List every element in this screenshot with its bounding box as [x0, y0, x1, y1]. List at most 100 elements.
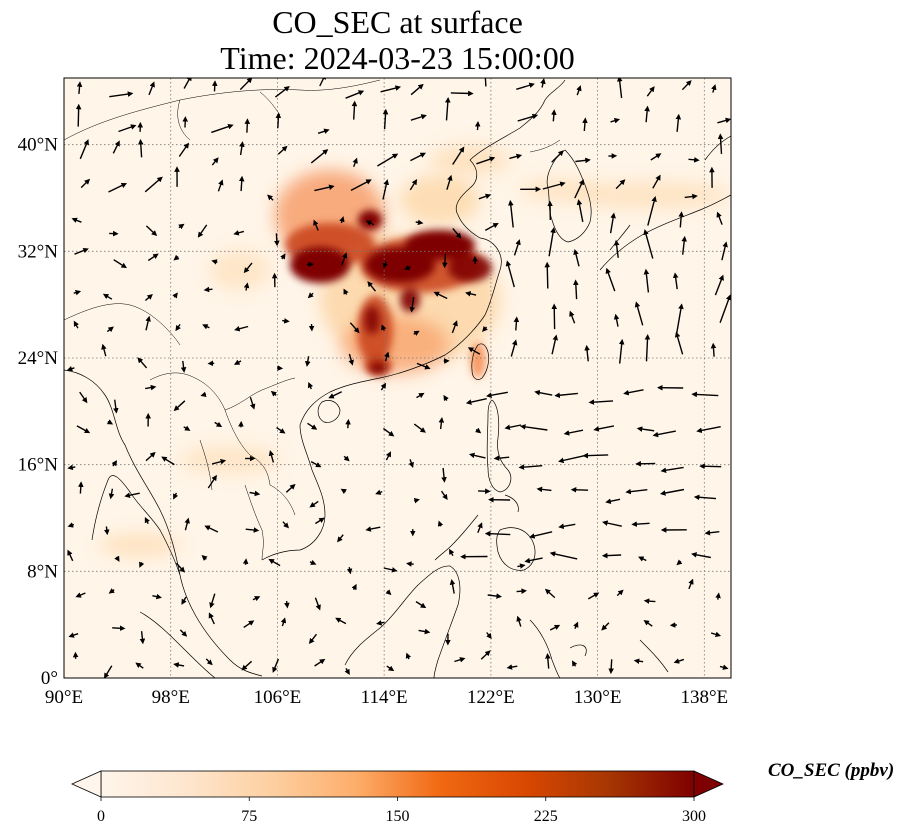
wind-arrow [413, 330, 420, 336]
wind-arrow [124, 492, 140, 498]
wind-arrow [144, 176, 163, 193]
wind-arrow [214, 421, 223, 428]
wind-arrow [576, 199, 584, 223]
wind-arrow [280, 617, 287, 627]
wind-arrow [650, 153, 662, 161]
field-patch [340, 315, 450, 375]
wind-arrow [715, 592, 721, 600]
wind-arrow [644, 334, 651, 362]
wind-arrow [719, 664, 729, 670]
wind-arrow [376, 620, 385, 626]
wind-arrow [517, 113, 539, 122]
wind-arrow [563, 429, 584, 436]
wind-arrow [285, 483, 296, 493]
wind-arrow [178, 142, 190, 157]
wind-arrow [484, 530, 511, 537]
wind-arrow [410, 114, 427, 121]
y-tick-label: 32°N [18, 241, 59, 262]
wind-arrow [243, 262, 253, 274]
wind-arrow [440, 490, 448, 500]
wind-arrow [339, 216, 345, 224]
wind-arrow [452, 146, 465, 165]
field-patch [180, 446, 280, 474]
wind-arrow [571, 660, 578, 667]
colorbar-label: CO_SEC (ppbv) [768, 760, 895, 781]
wind-arrow [582, 117, 588, 131]
x-tick-label: 90°E [45, 687, 83, 708]
wind-arrow [114, 555, 120, 562]
wind-arrow [382, 108, 389, 130]
wind-arrow [433, 291, 448, 300]
wind-arrow [475, 427, 482, 434]
wind-arrow [282, 318, 290, 324]
wind-arrow [643, 598, 656, 604]
wind-arrow [184, 517, 190, 531]
coastline-taiwan [471, 343, 489, 380]
wind-arrow [465, 398, 487, 405]
coastline-new-guinea-edge [639, 639, 669, 673]
wind-arrow [616, 589, 624, 597]
wind-arrow [113, 399, 119, 414]
wind-arrow [284, 600, 290, 609]
wind-arrow [593, 425, 615, 432]
wind-arrow [67, 464, 76, 471]
wind-arrow [211, 123, 234, 134]
wind-arrow [582, 452, 609, 459]
wind-arrow [201, 555, 208, 561]
wind-arrow [513, 316, 520, 331]
wind-arrow [76, 425, 91, 434]
wind-arrow [451, 320, 458, 334]
wind-arrow [717, 133, 724, 154]
wind-arrow [548, 227, 556, 257]
wind-arrow [380, 382, 387, 391]
wind-arrow [307, 422, 318, 430]
colorbar-tick-label: 0 [97, 808, 105, 825]
wind-arrow [137, 357, 148, 369]
wind-arrow [415, 219, 424, 226]
wind-arrow [643, 268, 650, 293]
wind-arrow [643, 229, 654, 259]
title-line-2: Time: 2024-03-23 15:00:00 [220, 40, 575, 76]
coastline-korea [546, 149, 592, 243]
wind-arrow [112, 140, 120, 154]
wind-arrow [636, 426, 655, 432]
wind-arrow [205, 658, 213, 666]
wind-arrow [413, 497, 420, 504]
wind-arrow [249, 490, 261, 497]
wind-arrow [377, 153, 399, 167]
wind-arrow [486, 391, 508, 398]
x-axis: 90°E 98°E 106°E 114°E 122°E 130°E 138°E [45, 687, 728, 708]
wind-arrow [307, 382, 314, 390]
wind-arrow [676, 559, 683, 566]
wind-arrow [506, 664, 518, 670]
field-patch [448, 254, 492, 282]
wind-arrow [544, 261, 551, 289]
field-patch [520, 178, 600, 202]
wind-arrow [517, 563, 526, 569]
wind-arrow [638, 556, 647, 562]
wind-arrow [75, 592, 86, 598]
field-patch [369, 362, 387, 374]
wind-arrow [173, 492, 179, 500]
wind-arrow [109, 91, 134, 98]
wind-arrow [696, 426, 721, 434]
wind-arrow [601, 552, 622, 559]
wind-arrow [365, 220, 375, 226]
wind-arrow [79, 391, 88, 404]
wind-arrow [108, 588, 115, 594]
coastline-japan [599, 135, 731, 271]
wind-arrow [643, 619, 653, 627]
wind-arrow [570, 486, 589, 493]
wind-arrow [67, 549, 74, 562]
wind-arrow [152, 593, 162, 600]
wind-arrow [276, 427, 286, 434]
wind-arrow [380, 85, 402, 93]
wind-arrow [135, 662, 144, 669]
wind-arrow [534, 389, 553, 396]
wind-arrow [487, 593, 502, 599]
coastline-sumatra [139, 611, 216, 678]
wind-arrow [477, 522, 483, 534]
wind-arrow [238, 175, 245, 192]
wind-arrow [410, 152, 427, 162]
